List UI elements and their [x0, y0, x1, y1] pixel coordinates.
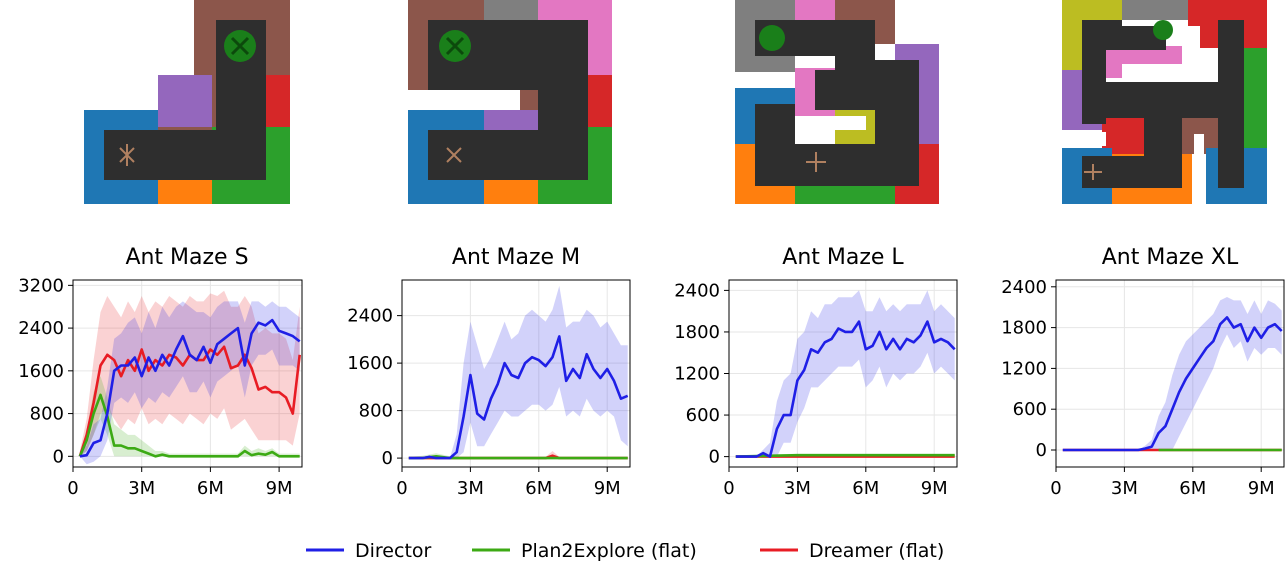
x-tick-label: 6M	[525, 478, 552, 499]
chart-ant-maze-xl: Ant Maze XL 0 3M 6M 9M 0 600 1200 1800 2400	[1001, 245, 1285, 499]
y-tick-label: 1600	[347, 353, 393, 374]
y-tick-label: 1200	[674, 364, 720, 385]
chart-title: Ant Maze XL	[1102, 245, 1239, 270]
y-tick-label: 2400	[18, 318, 64, 339]
line-plan2explore-flat	[78, 393, 300, 458]
y-tick-label: 2400	[674, 280, 720, 301]
plot-area	[1062, 297, 1283, 452]
y-tick-label: 1600	[18, 361, 64, 382]
chart-ant-maze-l: Ant Maze L 0 3M 6M 9M 0 600 1200 1800 2400	[674, 245, 958, 499]
y-tick-label: 0	[53, 446, 64, 467]
chart-ant-maze-s: Ant Maze S 0 3M 6M 9M 0 800 1600 2400 3200	[18, 245, 303, 499]
x-tick-label: 0	[723, 478, 734, 499]
x-tick-label: 9M	[921, 478, 948, 499]
plot-area	[408, 285, 629, 460]
legend-label-director: Director	[355, 540, 432, 562]
line-director	[79, 318, 301, 458]
y-tick-label: 0	[1036, 440, 1047, 461]
x-tick-label: 0	[396, 478, 407, 499]
y-tick-label: 3200	[18, 275, 64, 296]
maze-l-map	[735, 0, 939, 204]
band-dreamer-flat	[79, 290, 300, 457]
x-tick-label: 3M	[784, 478, 811, 499]
axes-frame	[401, 279, 631, 468]
x-tick-label: 0	[67, 478, 78, 499]
y-tick-label: 0	[382, 448, 393, 469]
y-tick-label: 1800	[1001, 318, 1047, 339]
x-tick-label: 6M	[1179, 478, 1206, 499]
y-tick-label: 1800	[674, 322, 720, 343]
x-tick-label: 6M	[852, 478, 879, 499]
line-director	[1062, 316, 1283, 452]
chart-title: Ant Maze M	[452, 245, 580, 270]
legend: Director Plan2Explore (flat) Dreamer (fl…	[306, 540, 944, 562]
x-tick-label: 3M	[457, 478, 484, 499]
band-director	[1062, 297, 1282, 450]
y-tick-label: 0	[709, 447, 720, 468]
chart-title: Ant Maze L	[782, 245, 904, 270]
y-tick-label: 2400	[1001, 277, 1047, 298]
y-tick-label: 800	[359, 401, 393, 422]
x-tick-label: 9M	[266, 478, 293, 499]
chart-ant-maze-m: Ant Maze M 0 3M 6M 9M 0 800 1600 2400	[347, 245, 631, 499]
x-tick-label: 9M	[594, 478, 621, 499]
axes-frame	[1055, 279, 1285, 468]
line-director	[735, 320, 956, 458]
x-tick-label: 6M	[197, 478, 224, 499]
y-tick-label: 1200	[1001, 358, 1047, 379]
line-director	[408, 335, 629, 460]
x-tick-label: 0	[1050, 478, 1061, 499]
plot-area	[735, 290, 956, 458]
legend-label-plan2explore: Plan2Explore (flat)	[521, 540, 697, 562]
x-tick-label: 9M	[1248, 478, 1275, 499]
y-tick-label: 800	[30, 404, 64, 425]
maze-s-map	[84, 0, 290, 204]
band-director	[79, 301, 300, 465]
y-tick-label: 600	[686, 405, 720, 426]
x-tick-label: 3M	[128, 478, 155, 499]
band-plan2explore-flat	[79, 376, 300, 457]
y-tick-label: 2400	[347, 306, 393, 327]
legend-label-dreamer: Dreamer (flat)	[809, 540, 944, 562]
x-tick-label: 3M	[1111, 478, 1138, 499]
axes-frame	[72, 279, 303, 468]
chart-title: Ant Maze S	[125, 245, 248, 270]
y-tick-label: 600	[1013, 399, 1047, 420]
maze-m-map	[408, 0, 612, 204]
maze-xl-map	[1062, 0, 1267, 204]
plot-area	[78, 290, 301, 465]
